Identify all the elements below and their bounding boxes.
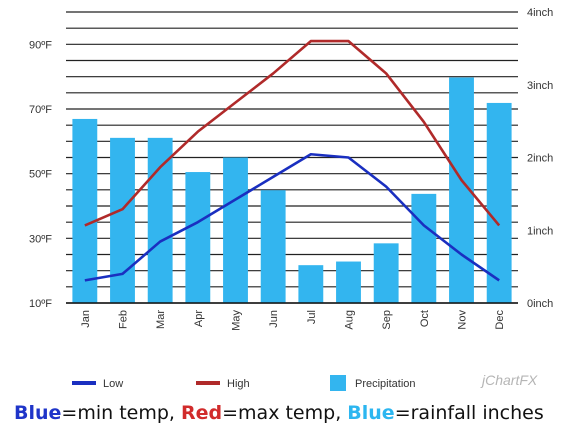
right-tick-label: 4inch: [527, 7, 553, 19]
x-tick-label: Apr: [193, 310, 205, 327]
right-tick-label: 0inch: [527, 298, 553, 310]
legend-precip-label: Precipitation: [355, 378, 416, 390]
caption-max-text: =max temp,: [222, 402, 347, 424]
x-tick-label: Nov: [457, 310, 469, 330]
legend-low-label: Low: [103, 378, 123, 390]
x-tick-label: Mar: [155, 310, 167, 329]
precipitation-bar: [411, 194, 436, 303]
x-tick-label: May: [231, 310, 243, 331]
precipitation-bar: [110, 138, 135, 303]
left-tick-label: 30ºF: [29, 233, 52, 245]
right-tick-label: 2inch: [527, 153, 553, 165]
precipitation-bar: [223, 158, 248, 304]
caption-rain-text: =rainfall inches: [395, 402, 544, 424]
x-tick-label: Dec: [494, 310, 506, 330]
legend: Low High Precipitation: [72, 375, 416, 391]
left-tick-label: 50ºF: [29, 169, 52, 181]
caption-cyan-word: Blue: [347, 402, 394, 424]
caption: Blue=min temp, Red=max temp, Blue=rainfa…: [14, 402, 544, 424]
right-tick-label: 3inch: [527, 80, 553, 92]
legend-precip-swatch: [330, 375, 346, 391]
precipitation-bar: [336, 262, 361, 303]
x-tick-label: Feb: [118, 310, 130, 329]
precipitation-bar: [72, 119, 97, 303]
precipitation-bar: [185, 172, 210, 303]
x-tick-label: Sep: [381, 310, 393, 330]
x-tick-label: Jun: [268, 310, 280, 328]
left-tick-label: 70ºF: [29, 104, 52, 116]
caption-min-text: =min temp,: [61, 402, 181, 424]
caption-blue-word: Blue: [14, 402, 61, 424]
precipitation-bar: [261, 190, 286, 303]
caption-red-word: Red: [181, 402, 222, 424]
x-tick-label: Oct: [419, 310, 431, 327]
right-tick-label: 1inch: [527, 225, 553, 237]
high-temp-line: [85, 41, 499, 225]
left-tick-label: 90ºF: [29, 39, 52, 51]
watermark: jChartFX: [480, 372, 538, 388]
axes: 10ºF 30ºF 50ºF 70ºF 90ºF 0inch 1inch 2inch 3inch…: [29, 7, 553, 331]
precipitation-bar: [298, 265, 323, 303]
chart: 10ºF 30ºF 50ºF 70ºF 90ºF 0inch 1inch 2inch 3inch…: [0, 0, 582, 400]
precipitation-bar: [374, 243, 399, 303]
left-tick-label: 10ºF: [29, 298, 52, 310]
x-tick-label: Jan: [80, 310, 92, 328]
precipitation-bar: [148, 138, 173, 303]
x-tick-label: Jul: [306, 310, 318, 324]
legend-high-label: High: [227, 378, 250, 390]
x-tick-label: Aug: [344, 310, 356, 330]
